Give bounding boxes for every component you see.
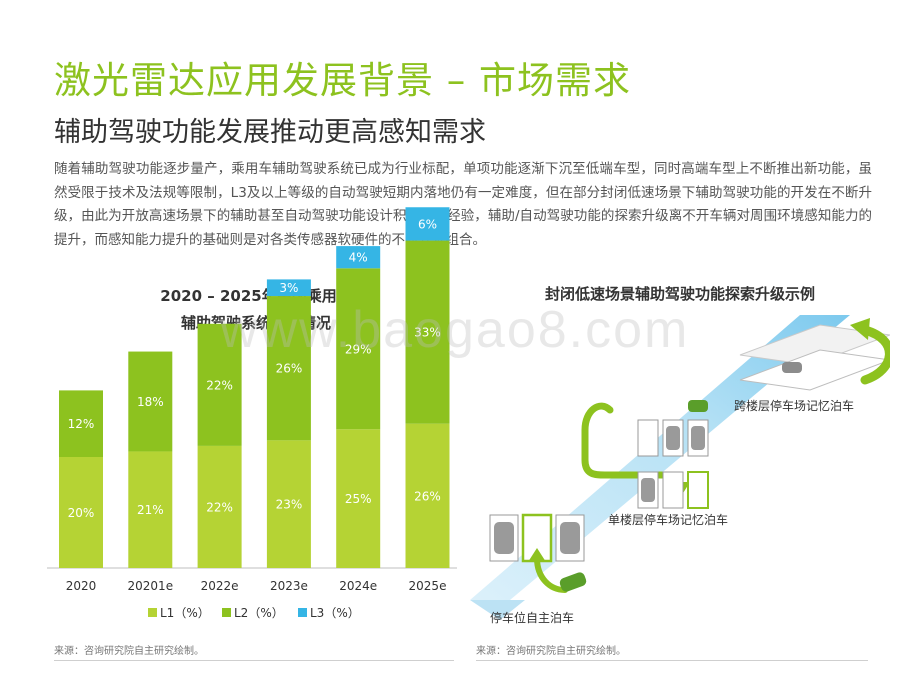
data-label: 25%	[345, 492, 372, 506]
bar-segment	[336, 246, 381, 269]
arrow-head-icon	[850, 318, 870, 340]
x-tick-label: 20201e	[128, 579, 174, 593]
car-icon	[559, 572, 587, 592]
legend-label: L1（%）	[160, 606, 210, 620]
beam-tail	[470, 600, 525, 620]
bar-segment	[405, 423, 450, 568]
bar-segment	[266, 296, 311, 441]
bar-segment	[266, 279, 311, 297]
car-icon	[666, 426, 680, 450]
bar-segment	[128, 451, 173, 568]
divider	[54, 660, 454, 661]
spot-parking-route-icon	[534, 555, 568, 593]
divider	[476, 660, 868, 661]
single-floor-route-icon	[581, 402, 684, 489]
stacked-bar-chart: 20% 12% 2020 21% 18% 20201e 22% 22% 2022e 23% 26% 3…	[47, 207, 457, 620]
data-label: 21%	[137, 503, 164, 517]
arrow-head-icon	[528, 548, 546, 562]
legend-swatch	[148, 608, 157, 617]
target-slot	[687, 471, 709, 509]
data-label: 33%	[414, 326, 441, 340]
car-icon	[782, 362, 802, 373]
source-note-left: 来源：咨询研究院自主研究绘制。	[54, 646, 204, 657]
x-tick-label: 2023e	[270, 579, 308, 593]
car-icon	[688, 400, 708, 412]
data-label: 26%	[414, 489, 441, 503]
x-tick-label: 2020	[66, 579, 97, 593]
parking-slot	[662, 471, 684, 509]
bar-segment	[405, 207, 450, 241]
data-label: 18%	[137, 395, 164, 409]
legend-swatch	[222, 608, 231, 617]
bar-segment	[266, 440, 311, 568]
bar-segment	[59, 457, 103, 568]
data-label: 29%	[345, 342, 372, 356]
legend-label: L3（%）	[310, 606, 360, 620]
legend-label: L2（%）	[234, 606, 284, 620]
car-icon	[641, 478, 655, 502]
data-label: 26%	[276, 362, 303, 376]
data-label: 20%	[68, 506, 95, 520]
bar-segment	[336, 429, 381, 568]
legend-swatch	[298, 608, 307, 617]
data-label: 4%	[349, 251, 368, 265]
data-label: 3%	[279, 281, 298, 295]
data-label: 6%	[418, 217, 437, 231]
body-paragraph: 随着辅助驾驶功能逐步量产，乘用车辅助驾驶系统已成为行业标配，单项功能逐渐下沉至低…	[54, 161, 872, 248]
lower-floor-plate	[739, 349, 890, 391]
bar-segment	[336, 268, 381, 430]
data-label: 22%	[206, 500, 233, 514]
page-title: 激光雷达应用发展背景 – 市场需求	[54, 59, 632, 102]
upper-floor-plate	[739, 324, 890, 366]
parking-illustration: 跨楼层停车场记忆泊车 单楼层停车场记忆泊车 停车位自主泊车	[470, 315, 890, 625]
parking-slot	[637, 419, 659, 457]
car-icon	[494, 522, 514, 554]
bar-segment	[405, 240, 450, 424]
label-spot-parking: 停车位自主泊车	[490, 610, 574, 625]
source-note-right: 来源：咨询研究院自主研究绘制。	[476, 646, 626, 657]
car-icon	[691, 426, 705, 450]
page-subtitle: 辅助驾驶功能发展推动更高感知需求	[54, 117, 486, 148]
bar-segment	[197, 445, 242, 568]
data-label: 22%	[206, 378, 233, 392]
cross-floor-arrow-icon	[860, 325, 890, 385]
x-tick-label: 2022e	[201, 579, 239, 593]
bar-segment	[197, 323, 242, 446]
data-label: 23%	[276, 498, 303, 512]
x-tick-label: 2024e	[339, 579, 377, 593]
bar-segment	[59, 390, 103, 457]
illustration-title: 封闭低速场景辅助驾驶功能探索升级示例	[544, 285, 815, 303]
label-cross-floor: 跨楼层停车场记忆泊车	[734, 398, 854, 413]
x-tick-label: 2025e	[409, 579, 447, 593]
car-icon	[560, 522, 580, 554]
bar-segment	[128, 351, 173, 452]
data-label: 12%	[68, 417, 95, 431]
label-single-floor: 单楼层停车场记忆泊车	[608, 512, 728, 527]
